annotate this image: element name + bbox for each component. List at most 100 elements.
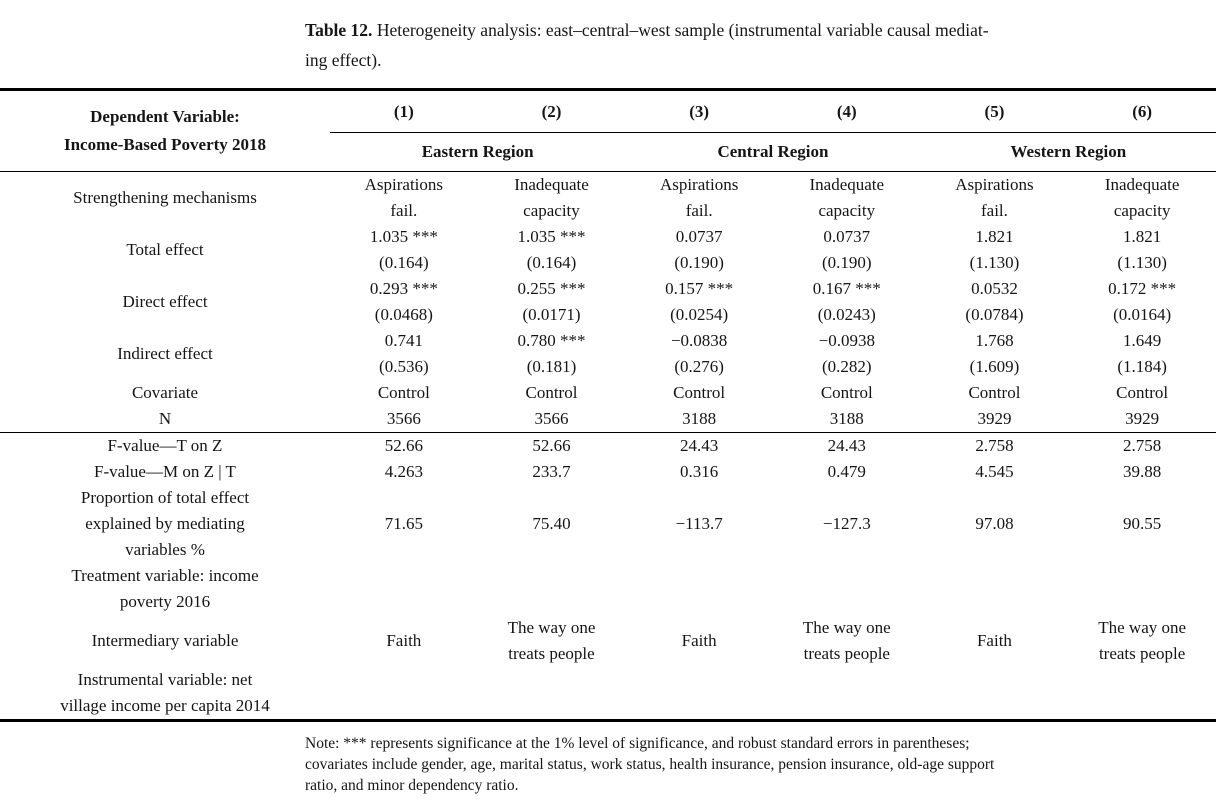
- dependent-variable-header: Dependent Variable: Income-Based Poverty …: [0, 89, 330, 172]
- data-cell: 24.43: [625, 432, 773, 459]
- data-cell: Aspirations fail.: [364, 175, 444, 220]
- data-cell: 3929: [977, 409, 1012, 428]
- table-caption: Table 12. Heterogeneity analysis: east–c…: [305, 15, 1206, 75]
- table-row: Direct effect 0.293 *** (0.0468) 0.255 ***…: [0, 276, 1216, 328]
- data-cell: 0.167 *** (0.0243): [812, 279, 881, 324]
- region-header-eastern: Eastern Region: [330, 132, 626, 172]
- data-cell: 4.545: [975, 462, 1014, 481]
- data-cell: −127.3: [822, 514, 871, 533]
- table-row: F-value—M on Z | T 4.263 233.7 0.316 0.479 4.…: [0, 459, 1216, 485]
- table-note-line1: Note: *** represents significance at the…: [305, 735, 970, 752]
- row-label: F-value—T on Z: [0, 432, 330, 459]
- data-cell: [330, 563, 478, 615]
- data-cell: The way one treats people: [802, 618, 891, 663]
- data-cell: The way one treats people: [1098, 618, 1187, 663]
- data-cell: 0.741 (0.536): [379, 331, 429, 376]
- data-cell: −0.0838 (0.276): [670, 331, 728, 376]
- row-label: F-value—M on Z | T: [94, 462, 236, 481]
- dependent-variable-line1: Dependent Variable:: [90, 107, 240, 126]
- data-cell: [478, 667, 626, 721]
- data-cell: The way one treats people: [507, 618, 596, 663]
- data-cell: Inadequate capacity: [809, 175, 885, 220]
- row-label: Strengthening mechanisms: [73, 188, 257, 207]
- data-cell: −113.7: [675, 514, 723, 533]
- data-cell: 3929: [1125, 409, 1160, 428]
- table-header: Dependent Variable: Income-Based Poverty …: [0, 89, 1216, 172]
- data-cell: Aspirations fail.: [955, 175, 1034, 220]
- data-cell: 3188: [829, 409, 864, 428]
- row-label: Direct effect: [122, 292, 208, 311]
- table-row: F-value—T on Z 52.66 52.66 24.43 24.43 2.758 2…: [0, 432, 1216, 459]
- row-label: Total effect: [126, 240, 204, 259]
- column-header-2: (2): [477, 89, 626, 133]
- data-cell: 0.255 *** (0.0171): [517, 279, 586, 324]
- data-cell: [625, 563, 773, 615]
- data-cell: 0.780 *** (0.181): [517, 331, 586, 376]
- data-cell: Faith: [681, 631, 717, 650]
- data-cell: [1068, 667, 1216, 721]
- column-header-5: (5): [920, 89, 1069, 133]
- row-label: Intermediary variable: [91, 631, 239, 650]
- data-cell: 3566: [534, 409, 569, 428]
- column-header-3: (3): [625, 89, 773, 133]
- row-label: Indirect effect: [117, 344, 213, 363]
- data-cell: 90.55: [1123, 514, 1162, 533]
- data-cell: 3188: [682, 409, 717, 428]
- data-cell: Control: [525, 383, 578, 402]
- table-row: Instrumental variable: net village incom…: [0, 667, 1216, 721]
- table-row: N 3566 3566 3188 3188 3929 3929: [0, 406, 1216, 433]
- data-cell: 0.157 *** (0.0254): [665, 279, 734, 324]
- data-cell: 4.263: [384, 462, 423, 481]
- column-header-6: (6): [1068, 89, 1216, 133]
- region-header-central: Central Region: [625, 132, 921, 172]
- data-cell: Inadequate capacity: [1104, 175, 1180, 220]
- data-cell: [330, 667, 478, 721]
- row-label: Covariate: [131, 383, 199, 402]
- data-cell: 1.649 (1.184): [1117, 331, 1167, 376]
- data-cell: Control: [377, 383, 430, 402]
- table-row: Strengthening mechanisms Aspirations fail…: [0, 172, 1216, 225]
- data-cell: 97.08: [975, 514, 1014, 533]
- data-cell: 0.293 *** (0.0468): [369, 279, 438, 324]
- data-cell: 1.821 (1.130): [1117, 227, 1167, 272]
- data-cell: 2.758: [920, 432, 1069, 459]
- table-row: Indirect effect 0.741 (0.536) 0.780 *** (0…: [0, 328, 1216, 380]
- data-cell: 0.172 *** (0.0164): [1108, 279, 1177, 324]
- table-row: Treatment variable: income poverty 2016: [0, 563, 1216, 615]
- data-cell: 1.035 *** (0.164): [517, 227, 586, 272]
- data-cell: Control: [820, 383, 873, 402]
- data-cell: [921, 667, 1069, 721]
- data-cell: 1.768 (1.609): [969, 331, 1020, 376]
- data-cell: Control: [1116, 383, 1169, 402]
- row-label: Instrumental variable: net village incom…: [60, 670, 270, 715]
- row-label: N: [158, 409, 172, 428]
- table-caption-text-line1: Heterogeneity analysis: east–central–wes…: [376, 20, 989, 40]
- row-label: Proportion of total effect explained by …: [80, 488, 250, 559]
- data-cell: 75.40: [532, 514, 571, 533]
- table-note: Note: *** represents significance at the…: [305, 733, 1210, 796]
- data-cell: 24.43: [772, 432, 921, 459]
- data-cell: Aspirations fail.: [659, 175, 739, 220]
- table-row: Proportion of total effect explained by …: [0, 485, 1216, 563]
- dependent-variable-line2: Income-Based Poverty 2018: [63, 135, 267, 154]
- data-cell: [1068, 563, 1216, 615]
- data-cell: [921, 563, 1069, 615]
- data-cell: 52.66: [330, 432, 478, 459]
- table-row: Total effect 1.035 *** (0.164) 1.035 *** (…: [0, 224, 1216, 276]
- table-caption-number: Table 12.: [305, 20, 373, 40]
- data-cell: 0.0737 (0.190): [822, 227, 872, 272]
- data-cell: Control: [673, 383, 726, 402]
- table-row: Intermediary variable Faith The way one tr…: [0, 615, 1216, 667]
- data-cell: −0.0938 (0.282): [818, 331, 875, 376]
- data-cell: 39.88: [1123, 462, 1162, 481]
- data-cell: Inadequate capacity: [514, 175, 589, 220]
- data-cell: 3566: [386, 409, 421, 428]
- data-cell: [773, 563, 921, 615]
- data-cell: 0.479: [827, 462, 866, 481]
- column-header-4: (4): [772, 89, 921, 133]
- data-cell: Faith: [386, 631, 422, 650]
- header-row-model-numbers: Dependent Variable: Income-Based Poverty …: [0, 89, 1216, 172]
- data-cell: 233.7: [532, 462, 571, 481]
- data-cell: 1.821 (1.130): [969, 227, 1020, 272]
- region-header-western: Western Region: [920, 132, 1216, 172]
